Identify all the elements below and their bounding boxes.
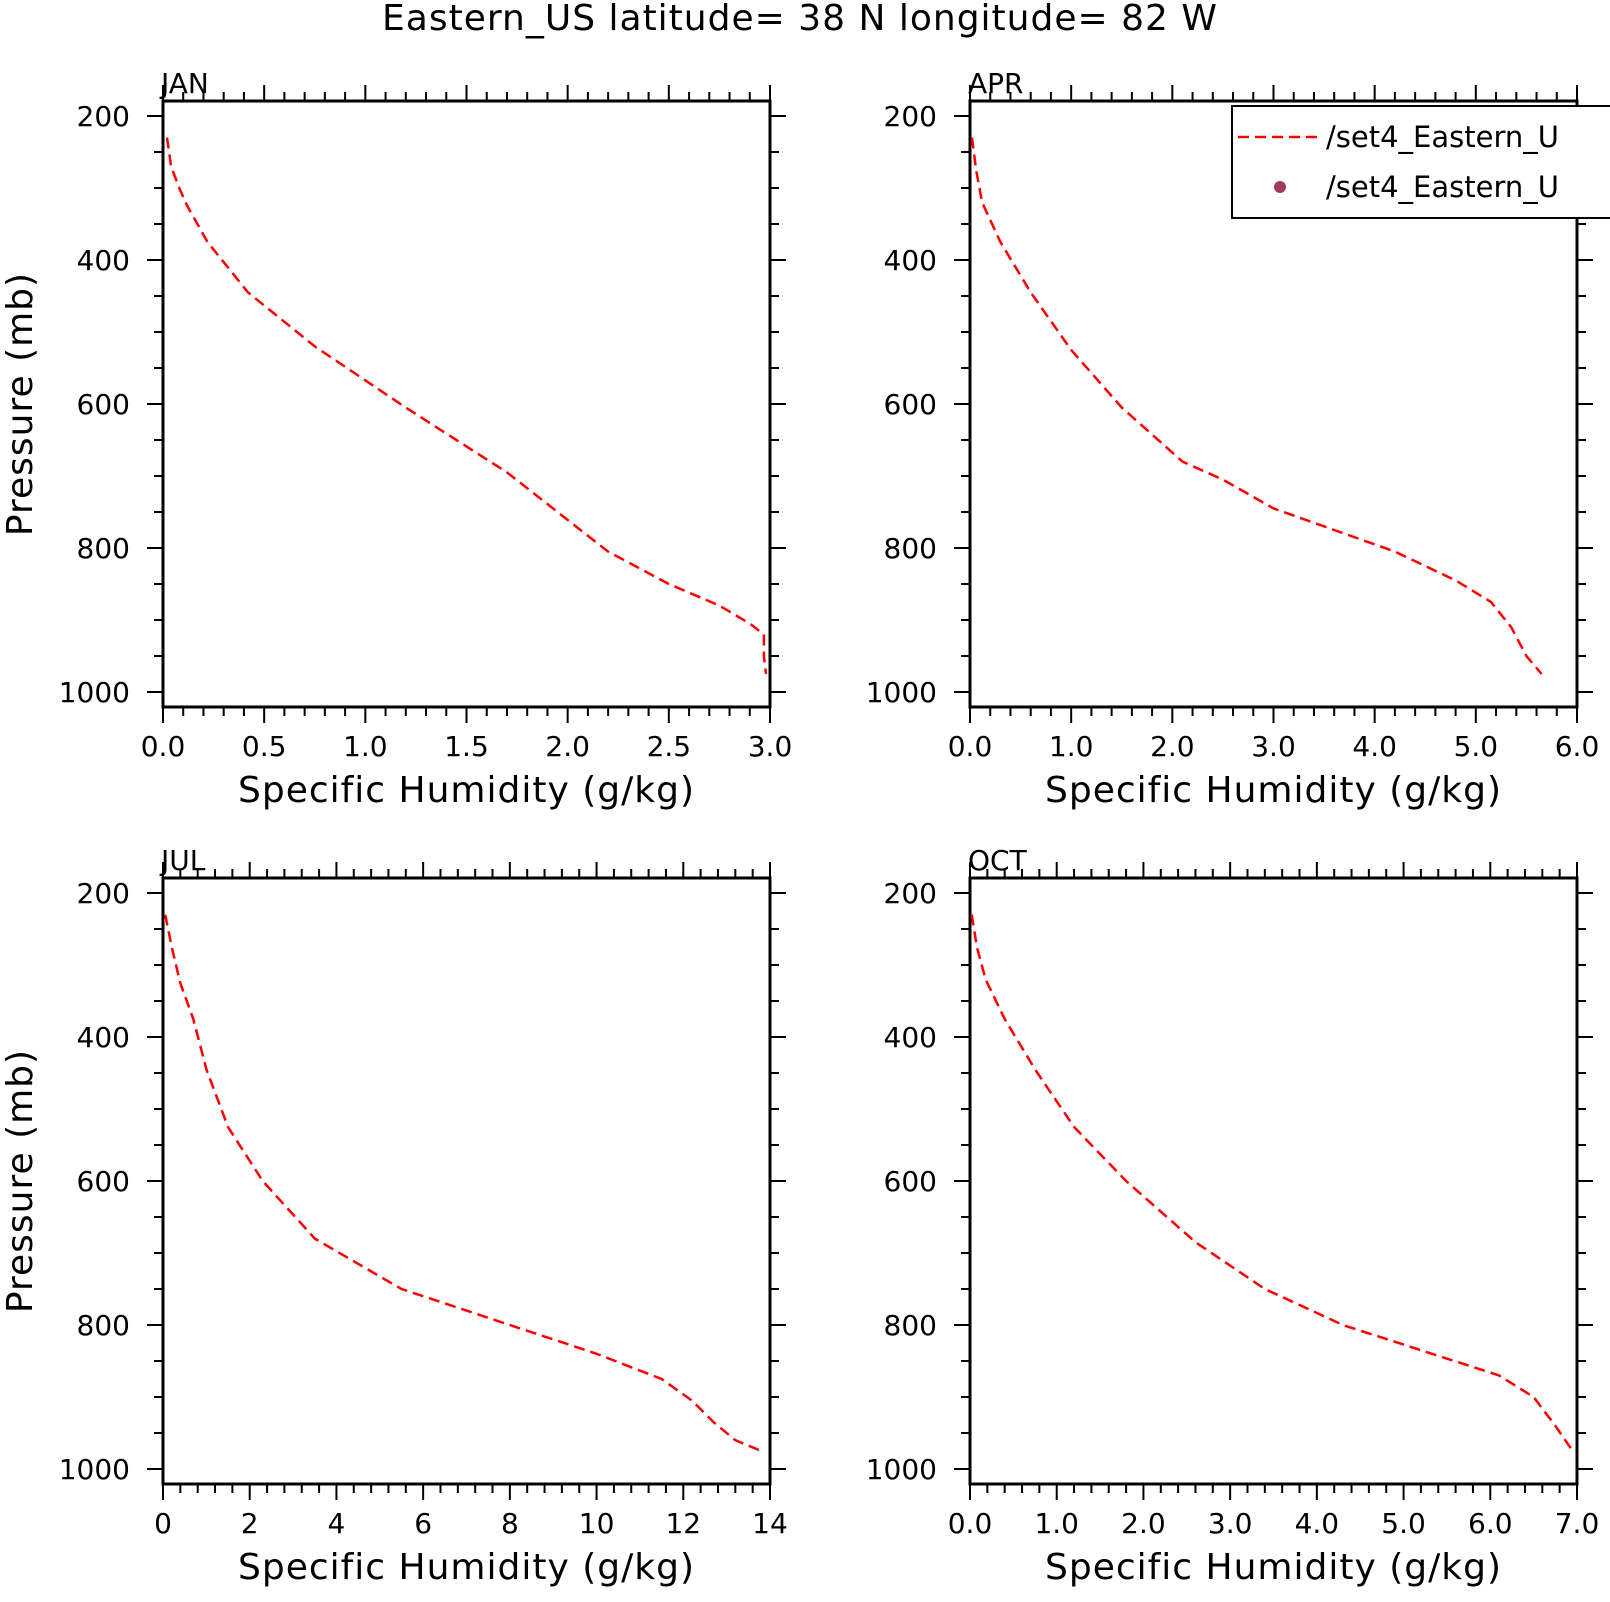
- panel-label: APR: [968, 67, 1024, 100]
- plot-frame: [161, 99, 772, 709]
- y-axis-label: Pressure (mb): [0, 272, 41, 536]
- y-tick-label: 400: [77, 1021, 130, 1054]
- y-tick-label: 1000: [59, 1453, 130, 1486]
- x-tick-label: 4.0: [1295, 1507, 1340, 1540]
- y-tick-label: 600: [884, 388, 937, 421]
- y-tick-label: 200: [77, 100, 130, 133]
- humidity-profile-line: [970, 914, 1574, 1452]
- plot-frame: [161, 876, 772, 1486]
- x-tick-label: 1.5: [444, 730, 489, 763]
- panel-label: JUL: [159, 844, 206, 877]
- y-tick-label: 400: [884, 244, 937, 277]
- x-tick-label: 1.0: [1034, 1507, 1079, 1540]
- y-tick-label: 200: [77, 877, 130, 910]
- y-tick-label: 200: [884, 100, 937, 133]
- y-tick-label: 1000: [866, 1453, 937, 1486]
- panel-label: OCT: [968, 844, 1028, 877]
- legend-dot-swatch: [1274, 181, 1286, 193]
- legend-entry-1-label: /set4_Eastern_U: [1326, 120, 1559, 154]
- x-tick-label: 2.5: [647, 730, 692, 763]
- x-tick-label: 0.0: [948, 1507, 993, 1540]
- x-axis-label: Specific Humidity (g/kg): [1045, 1547, 1502, 1588]
- y-axis-label: Pressure (mb): [0, 1049, 41, 1313]
- humidity-profile-line: [163, 914, 762, 1453]
- panel-oct: OCT 0.0 1.0 2.0 3.0 4.0 5.0 6.0 7.0 200 400 600 800 1…: [866, 844, 1600, 1588]
- x-tick-label: 0: [154, 1507, 172, 1540]
- legend-entry-2-label: /set4_Eastern_U: [1326, 170, 1559, 204]
- x-tick-label: 6.0: [1468, 1507, 1513, 1540]
- y-tick-label: 400: [77, 244, 130, 277]
- x-tick-label: 4.0: [1352, 730, 1397, 763]
- x-tick-label: 0.0: [948, 730, 993, 763]
- x-tick-label: 3.0: [1251, 730, 1296, 763]
- x-tick-label: 5.0: [1381, 1507, 1426, 1540]
- x-axis-label: Specific Humidity (g/kg): [238, 1547, 695, 1588]
- y-tick-label: 800: [884, 1309, 937, 1342]
- x-tick-label: 12: [665, 1507, 701, 1540]
- legend-box: [1231, 105, 1610, 219]
- y-tick-label: 1000: [866, 676, 937, 709]
- y-tick-label: 1000: [59, 676, 130, 709]
- humidity-profile-line: [165, 137, 768, 675]
- y-tick-label: 200: [884, 877, 937, 910]
- y-tick-label: 600: [77, 388, 130, 421]
- x-tick-label: 6: [414, 1507, 432, 1540]
- x-tick-label: 1.0: [343, 730, 388, 763]
- x-tick-label: 4: [328, 1507, 346, 1540]
- panel-jul: JUL 0 2 4 6 8 10 12 14 200 400 600 800 1000 Specific H…: [0, 844, 788, 1588]
- x-tick-label: 8: [501, 1507, 519, 1540]
- x-tick-label: 1.0: [1049, 730, 1094, 763]
- x-tick-label: 14: [752, 1507, 788, 1540]
- x-tick-label: 10: [579, 1507, 615, 1540]
- x-tick-label: 2.0: [545, 730, 590, 763]
- x-tick-label: 3.0: [748, 730, 793, 763]
- x-tick-label: 0.0: [141, 730, 186, 763]
- x-tick-label: 5.0: [1454, 730, 1499, 763]
- panel-apr: APR 0.0 1.0 2.0 3.0 4.0 5.0 6.0 200 400 600 800 1000…: [866, 67, 1600, 811]
- y-tick-label: 800: [884, 532, 937, 565]
- x-tick-label: 2.0: [1121, 1507, 1166, 1540]
- y-tick-label: 800: [77, 1309, 130, 1342]
- x-tick-label: 3.0: [1208, 1507, 1253, 1540]
- y-tick-label: 800: [77, 532, 130, 565]
- x-axis-label: Specific Humidity (g/kg): [238, 770, 695, 811]
- humidity-profile-line: [970, 137, 1543, 675]
- x-tick-label: 0.5: [242, 730, 287, 763]
- y-tick-label: 600: [884, 1165, 937, 1198]
- x-tick-label: 2: [241, 1507, 259, 1540]
- y-tick-label: 600: [77, 1165, 130, 1198]
- x-tick-label: 7.0: [1555, 1507, 1600, 1540]
- figure-title: Eastern_US latitude= 38 N longitude= 82 …: [382, 0, 1218, 39]
- x-axis-label: Specific Humidity (g/kg): [1045, 770, 1502, 811]
- x-tick-label: 6.0: [1555, 730, 1600, 763]
- plot-frame: [968, 876, 1579, 1486]
- y-tick-label: 400: [884, 1021, 937, 1054]
- legend: /set4_Eastern_U /set4_Eastern_U: [1231, 105, 1610, 219]
- x-tick-label: 2.0: [1150, 730, 1195, 763]
